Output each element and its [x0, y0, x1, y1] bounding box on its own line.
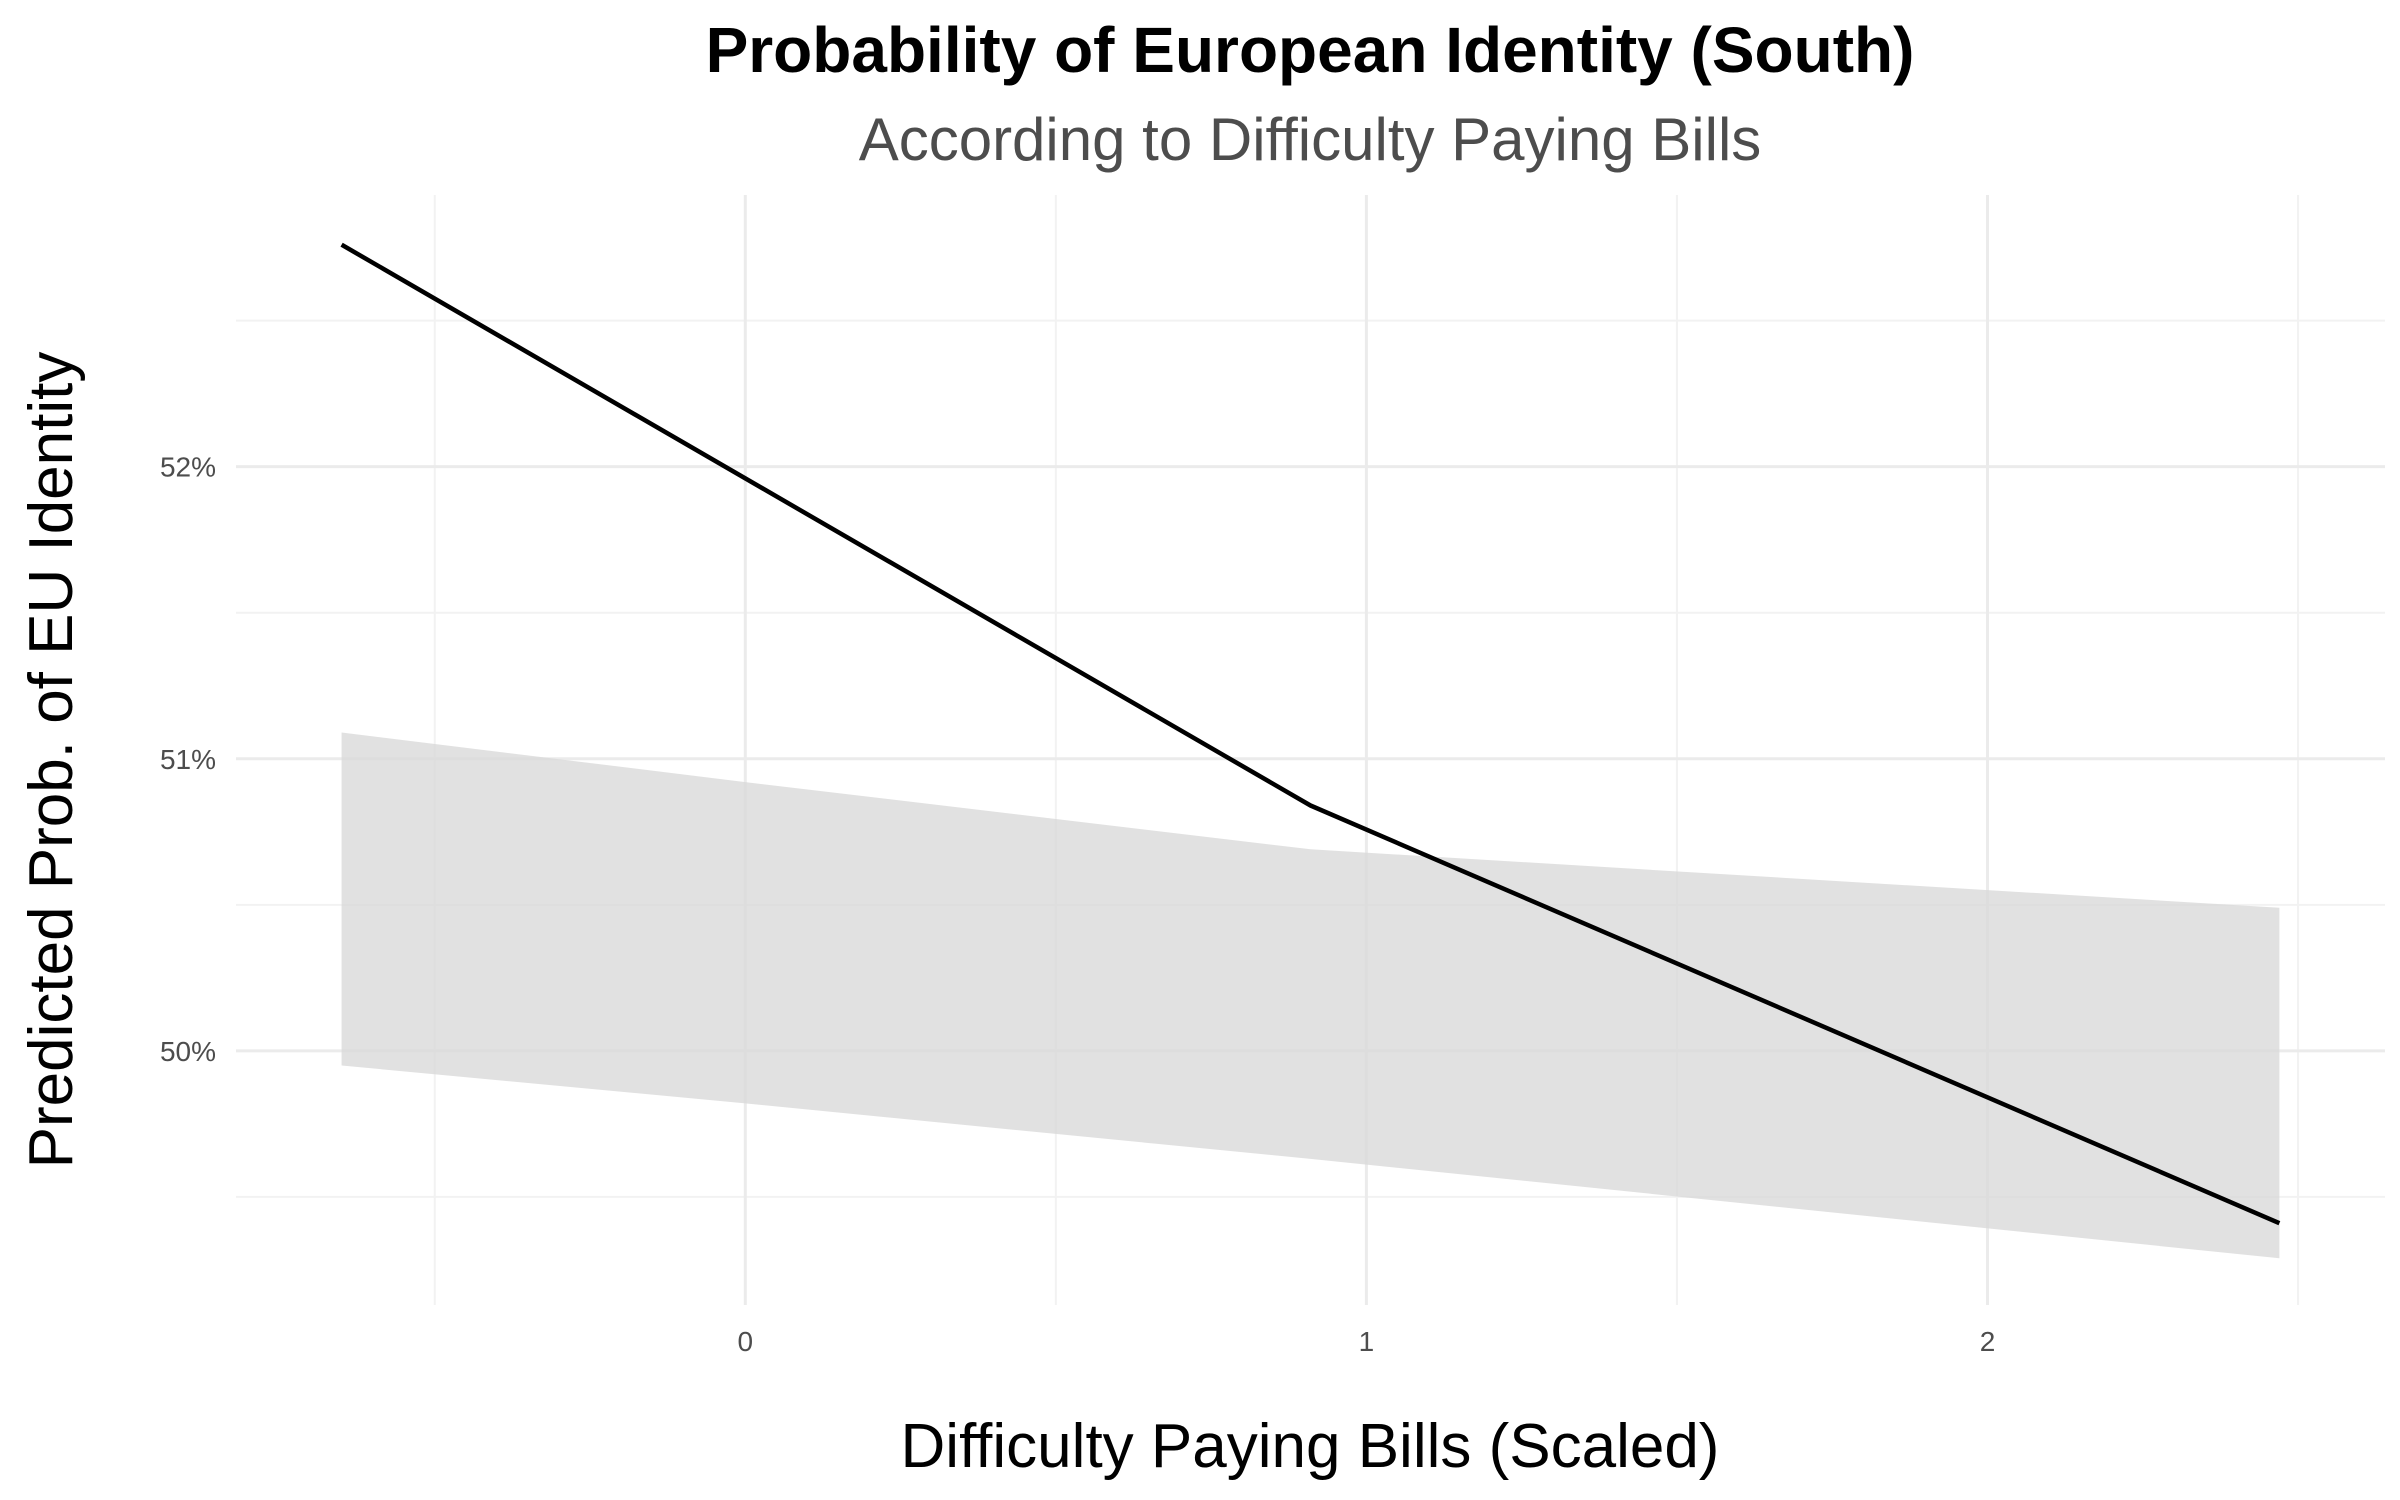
- x-tick-label: 1: [1359, 1326, 1375, 1357]
- prediction-line-path: [340, 242, 2281, 1226]
- x-tick-label: 0: [738, 1326, 754, 1357]
- chart-subtitle: According to Difficulty Paying Bills: [859, 106, 1762, 173]
- y-axis-title: Predicted Prob. of EU Identity: [17, 352, 86, 1169]
- prediction-line: [340, 242, 2281, 1226]
- chart-title: Probability of European Identity (South): [706, 14, 1915, 86]
- y-tick-label: 50%: [160, 1036, 216, 1067]
- confidence-band: [341, 732, 2280, 1259]
- y-tick-label: 51%: [160, 744, 216, 775]
- confidence-ribbon: [341, 732, 2280, 1259]
- x-axis-title: Difficulty Paying Bills (Scaled): [901, 1412, 1720, 1481]
- y-tick-label: 52%: [160, 452, 216, 483]
- x-tick-label: 2: [1980, 1326, 1996, 1357]
- tick-labels: 0 1 2 50% 51% 52%: [160, 452, 1995, 1357]
